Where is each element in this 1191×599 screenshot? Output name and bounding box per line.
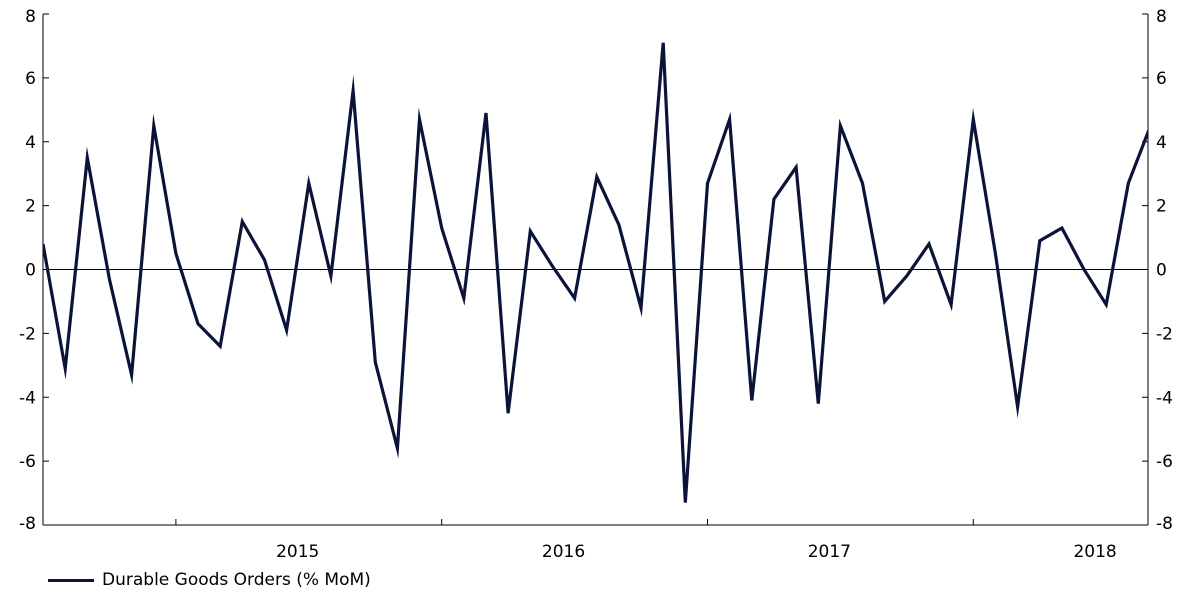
y-tick-label-right: -4 [1156,388,1173,408]
y-tick-label-left: -6 [19,452,36,472]
y-tick-label-right: 6 [1156,69,1167,89]
y-tick-label-left: 2 [25,197,36,217]
x-tick-label: 2016 [542,542,585,562]
legend-label: Durable Goods Orders (% MoM) [102,570,371,590]
y-tick-label-right: 4 [1156,133,1167,153]
y-tick-label-left: -8 [19,514,36,534]
series-line-0 [43,42,1148,503]
y-tick-label-left: 0 [25,261,36,281]
legend-swatch [48,578,94,582]
y-tick-label-left: -2 [19,324,36,344]
x-tick-label: 2015 [276,542,319,562]
x-tick-label: 2017 [808,542,851,562]
x-axis: 2015 2016 2017 2018 [43,519,1148,562]
y-tick-label-right: 2 [1156,197,1167,217]
y-tick-label-right: -2 [1156,324,1173,344]
legend: Durable Goods Orders (% MoM) [48,570,371,590]
y-tick-label-right: 8 [1156,7,1167,27]
series-group [43,42,1148,503]
y-tick-label-right: 0 [1156,261,1167,281]
y-axis-right: 8 6 4 2 0 -2 -4 -6 -8 [1142,7,1173,534]
y-tick-label-right: -8 [1156,514,1173,534]
y-tick-label-left: -4 [19,388,36,408]
y-tick-label-left: 8 [25,7,36,27]
y-tick-label-right: -6 [1156,452,1173,472]
y-tick-label-left: 6 [25,69,36,89]
x-tick-label: 2018 [1073,542,1116,562]
y-tick-label-left: 4 [25,133,36,153]
y-axis-left: 8 6 4 2 0 -2 -4 -6 -8 [19,7,49,534]
